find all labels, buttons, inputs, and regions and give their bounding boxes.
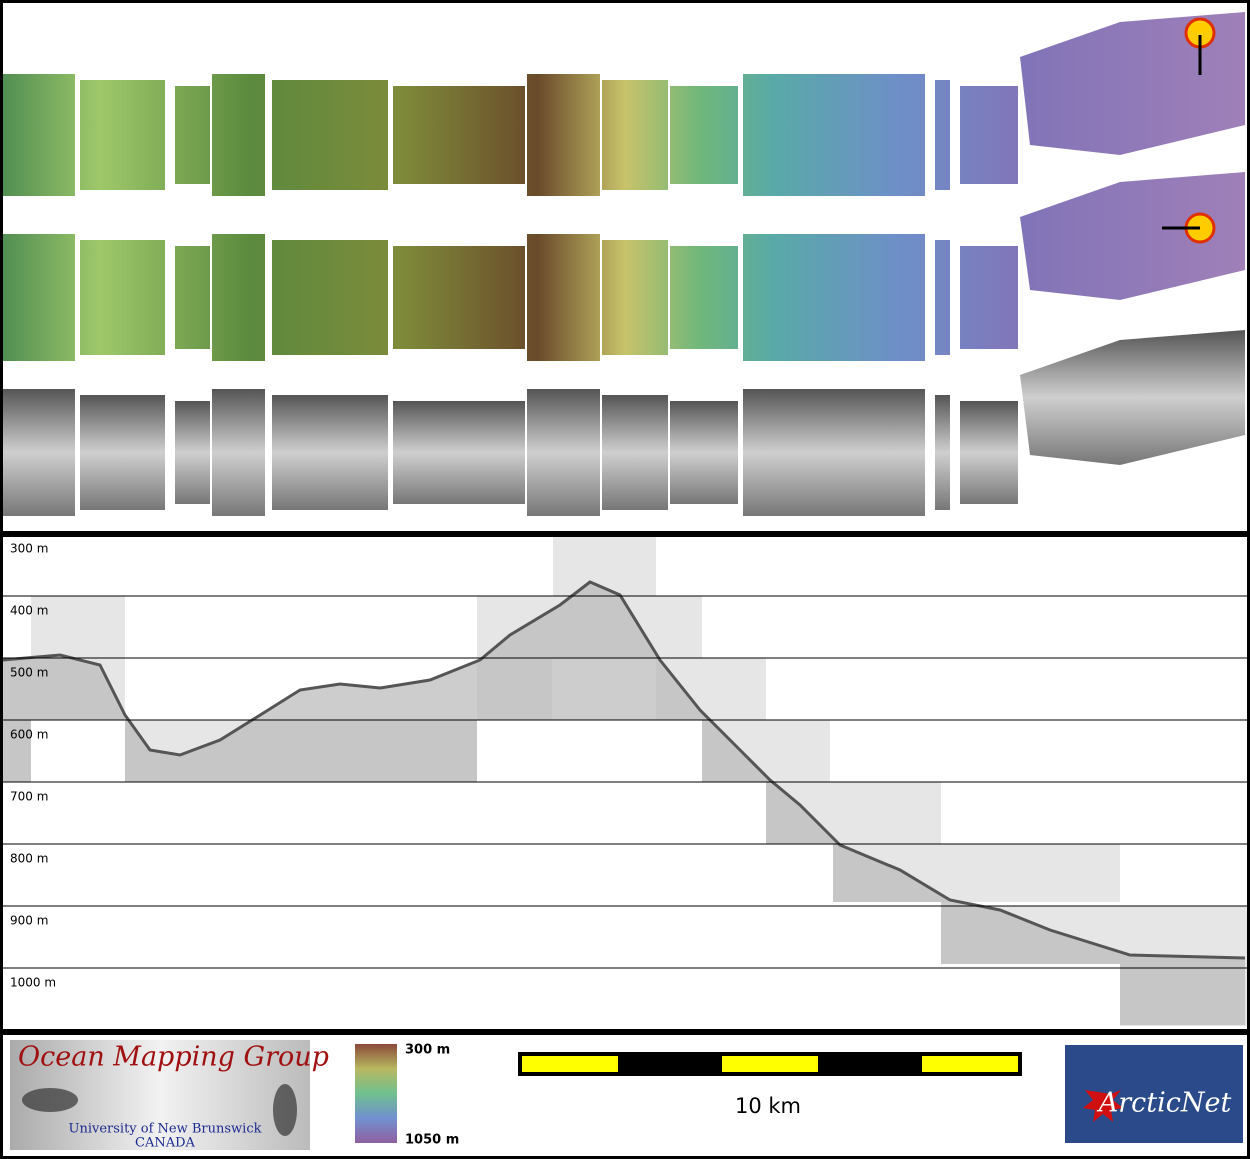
- survey-patch: [3, 234, 75, 361]
- survey-patch: [527, 74, 600, 196]
- survey-patch: [670, 401, 738, 504]
- survey-patch: [935, 395, 950, 510]
- survey-patch: [743, 74, 925, 196]
- survey-patch: [212, 389, 265, 516]
- survey-patch: [743, 389, 925, 516]
- depth-label: 900 m: [10, 914, 48, 928]
- survey-patch: [3, 74, 75, 196]
- depth-label: 500 m: [10, 666, 48, 680]
- depth-label: 1000 m: [10, 976, 56, 990]
- survey-patch: [272, 395, 388, 510]
- survey-patch: [743, 234, 925, 361]
- scale-bar-segment: [922, 1056, 1018, 1072]
- depth-label: 400 m: [10, 604, 48, 618]
- survey-patch: [80, 240, 165, 355]
- depth-label: 800 m: [10, 852, 48, 866]
- survey-patch: [393, 246, 525, 349]
- colorbar-bottom-label: 1050 m: [405, 1133, 459, 1148]
- survey-patch: [80, 80, 165, 190]
- survey-patch: [175, 246, 210, 349]
- survey-patch: [527, 234, 600, 361]
- colorbar: [355, 1044, 397, 1143]
- survey-patch: [602, 395, 668, 510]
- survey-patch: [670, 86, 738, 184]
- seafloor-return: [3, 582, 1245, 1025]
- survey-patch: [80, 395, 165, 510]
- survey-patch: [212, 74, 265, 196]
- survey-patch: [935, 240, 950, 355]
- survey-patch: [602, 240, 668, 355]
- survey-patch: [393, 86, 525, 184]
- survey-patch: [212, 234, 265, 361]
- scale-bar-segment: [722, 1056, 818, 1072]
- survey-patch: [1020, 172, 1245, 300]
- logo-title: Ocean Mapping Group: [18, 1042, 329, 1073]
- depth-label: 300 m: [10, 542, 48, 556]
- arcticnet-name: ArcticNet: [1096, 1088, 1232, 1119]
- logo-country: CANADA: [135, 1136, 196, 1151]
- survey-patch: [1020, 330, 1245, 465]
- survey-patch: [3, 389, 75, 516]
- scale-bar-segment: [522, 1056, 618, 1072]
- scale-bar-label: 10 km: [735, 1094, 801, 1118]
- survey-patch: [602, 80, 668, 190]
- survey-patch: [175, 86, 210, 184]
- survey-patch: [960, 246, 1018, 349]
- survey-patch: [272, 80, 388, 190]
- depth-label: 600 m: [10, 728, 48, 742]
- survey-patch: [960, 401, 1018, 504]
- survey-patch: [175, 401, 210, 504]
- survey-patch: [272, 240, 388, 355]
- survey-patch: [960, 86, 1018, 184]
- colorbar-top-label: 300 m: [405, 1043, 450, 1058]
- logo-shape: [273, 1084, 297, 1136]
- logo-university: University of New Brunswick: [69, 1122, 262, 1137]
- survey-patch: [1020, 12, 1245, 155]
- survey-patch: [935, 80, 950, 190]
- depth-label: 700 m: [10, 790, 48, 804]
- logo-shape: [22, 1088, 78, 1112]
- survey-patch: [670, 246, 738, 349]
- seafloor-line: [2, 580, 1246, 960]
- survey-patch: [393, 401, 525, 504]
- maple-leaf: [1083, 1090, 1123, 1122]
- survey-patch: [527, 389, 600, 516]
